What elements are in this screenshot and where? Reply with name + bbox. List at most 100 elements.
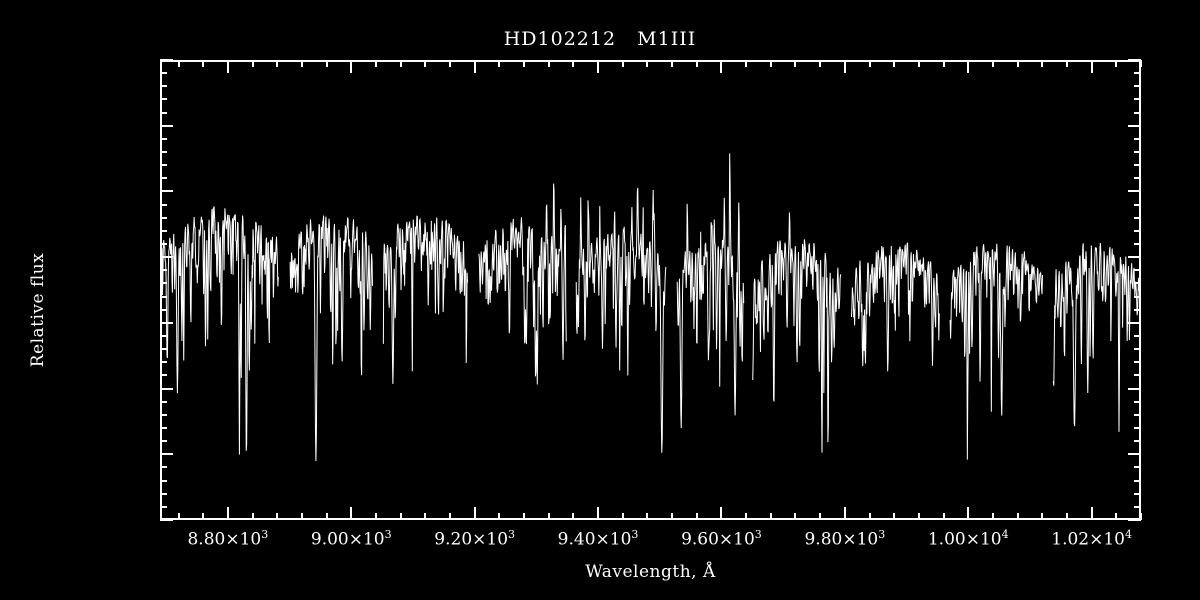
tick-mark bbox=[160, 125, 173, 127]
tick-mark bbox=[350, 60, 352, 73]
tick-mark bbox=[992, 513, 994, 520]
tick-mark bbox=[770, 513, 772, 520]
tick-mark bbox=[794, 60, 796, 67]
tick-mark bbox=[301, 60, 303, 67]
tick-mark bbox=[160, 72, 167, 74]
tick-mark bbox=[819, 60, 821, 67]
tick-mark bbox=[160, 230, 167, 232]
tick-mark bbox=[1134, 243, 1141, 245]
chart-title: HD102212 M1III bbox=[503, 28, 697, 50]
tick-mark bbox=[160, 269, 167, 271]
tick-mark bbox=[1066, 513, 1068, 520]
x-tick-label: 9.60×103 bbox=[681, 528, 762, 550]
tick-mark bbox=[943, 60, 945, 67]
tick-mark bbox=[160, 112, 167, 114]
tick-mark bbox=[160, 348, 167, 350]
tick-mark bbox=[597, 507, 599, 520]
tick-mark bbox=[160, 401, 167, 403]
tick-mark bbox=[869, 60, 871, 67]
tick-mark bbox=[160, 164, 167, 166]
tick-mark bbox=[1128, 125, 1141, 127]
tick-mark bbox=[1115, 513, 1117, 520]
tick-mark bbox=[160, 374, 167, 376]
tick-mark bbox=[1134, 335, 1141, 337]
tick-mark bbox=[1134, 506, 1141, 508]
tick-mark bbox=[160, 335, 167, 337]
tick-mark bbox=[1128, 519, 1141, 521]
tick-mark bbox=[252, 513, 254, 520]
tick-mark bbox=[794, 513, 796, 520]
tick-mark bbox=[160, 151, 167, 153]
tick-mark bbox=[696, 60, 698, 67]
tick-mark bbox=[622, 513, 624, 520]
tick-mark bbox=[227, 60, 229, 73]
tick-mark bbox=[622, 60, 624, 67]
tick-mark bbox=[1134, 230, 1141, 232]
tick-mark bbox=[1134, 401, 1141, 403]
tick-mark bbox=[745, 60, 747, 67]
tick-mark bbox=[1128, 388, 1141, 390]
tick-mark bbox=[1134, 282, 1141, 284]
tick-mark bbox=[160, 322, 173, 324]
tick-mark bbox=[375, 513, 377, 520]
tick-mark bbox=[160, 453, 173, 455]
tick-mark bbox=[696, 513, 698, 520]
tick-mark bbox=[474, 507, 476, 520]
tick-mark bbox=[1134, 480, 1141, 482]
tick-mark bbox=[160, 98, 167, 100]
tick-mark bbox=[350, 507, 352, 520]
tick-mark bbox=[202, 60, 204, 67]
tick-mark bbox=[1066, 60, 1068, 67]
tick-mark bbox=[1134, 414, 1141, 416]
tick-mark bbox=[1134, 466, 1141, 468]
tick-mark bbox=[1017, 513, 1019, 520]
tick-mark bbox=[1134, 374, 1141, 376]
tick-mark bbox=[1115, 60, 1117, 67]
tick-mark bbox=[400, 513, 402, 520]
tick-mark bbox=[1134, 72, 1141, 74]
tick-mark bbox=[1128, 59, 1141, 61]
tick-mark bbox=[1134, 269, 1141, 271]
y-axis-title-wrap: Relative flux bbox=[0, 0, 48, 368]
tick-mark bbox=[548, 60, 550, 67]
tick-mark bbox=[326, 513, 328, 520]
tick-mark bbox=[1128, 453, 1141, 455]
tick-mark bbox=[1128, 190, 1141, 192]
tick-mark bbox=[1134, 98, 1141, 100]
spectrum-path bbox=[162, 153, 1139, 461]
tick-mark bbox=[449, 513, 451, 520]
x-tick-label: 9.00×103 bbox=[310, 528, 392, 550]
tick-mark bbox=[992, 60, 994, 67]
tick-mark bbox=[720, 60, 722, 73]
tick-mark bbox=[1134, 204, 1141, 206]
tick-mark bbox=[1091, 60, 1093, 73]
tick-mark bbox=[1017, 60, 1019, 67]
tick-mark bbox=[202, 513, 204, 520]
tick-mark bbox=[893, 60, 895, 67]
tick-mark bbox=[597, 60, 599, 73]
tick-mark bbox=[967, 60, 969, 73]
tick-mark bbox=[967, 507, 969, 520]
tick-mark bbox=[572, 513, 574, 520]
tick-mark bbox=[1140, 60, 1142, 67]
tick-mark bbox=[523, 513, 525, 520]
tick-mark bbox=[160, 138, 167, 140]
tick-mark bbox=[178, 60, 180, 67]
tick-mark bbox=[160, 85, 167, 87]
tick-mark bbox=[893, 513, 895, 520]
spectrum-trace bbox=[162, 62, 1139, 518]
tick-mark bbox=[160, 282, 167, 284]
tick-mark bbox=[1134, 296, 1141, 298]
tick-mark bbox=[548, 513, 550, 520]
tick-mark bbox=[1134, 138, 1141, 140]
tick-mark bbox=[160, 177, 167, 179]
tick-mark bbox=[160, 519, 173, 521]
tick-mark bbox=[1134, 217, 1141, 219]
tick-mark bbox=[671, 60, 673, 67]
x-tick-label: 9.80×103 bbox=[804, 528, 886, 550]
tick-mark bbox=[160, 256, 173, 258]
tick-mark bbox=[720, 507, 722, 520]
tick-mark bbox=[770, 60, 772, 67]
tick-mark bbox=[1134, 112, 1141, 114]
tick-mark bbox=[1128, 256, 1141, 258]
